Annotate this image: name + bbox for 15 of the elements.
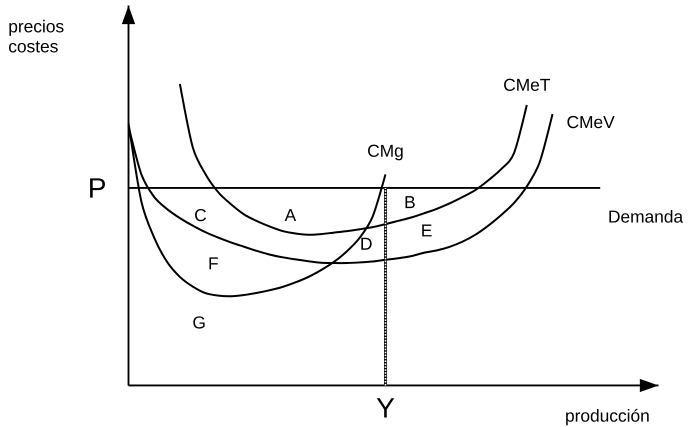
- ref-line-label: Demanda: [609, 210, 684, 223]
- annotation: E: [422, 224, 432, 236]
- annotation: B: [406, 196, 415, 208]
- series-label: CMeV: [567, 116, 615, 128]
- annotation: A: [284, 209, 296, 222]
- x-axis-title: producción: [566, 408, 649, 426]
- series-label: CMg: [368, 144, 403, 160]
- series-label: CMeT: [504, 78, 550, 91]
- annotation: D: [361, 238, 372, 250]
- y-axis-title: precios costes: [9, 20, 64, 52]
- text: Y: [376, 398, 394, 418]
- text: P: [90, 178, 105, 198]
- annotation: G: [193, 316, 205, 329]
- annotation: F: [209, 257, 218, 270]
- annotation: C: [195, 208, 206, 222]
